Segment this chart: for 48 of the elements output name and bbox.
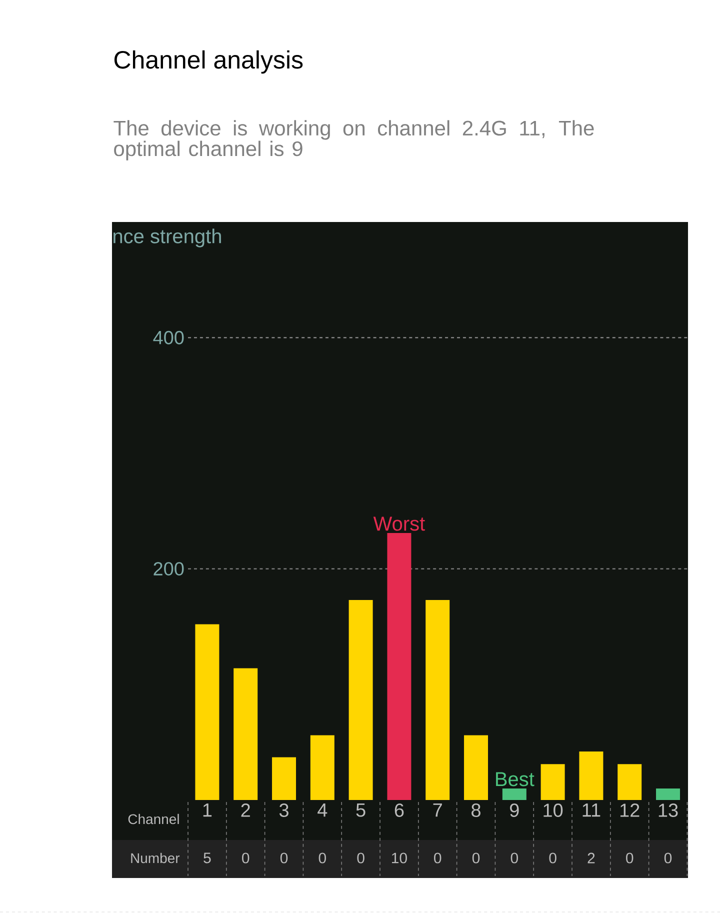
x-tick-label: 12 (620, 804, 640, 817)
y-tick-label: 200 (154, 562, 184, 576)
annotation: Worst (373, 516, 425, 531)
bar (195, 624, 220, 800)
y-axis-title: nce strength (114, 228, 221, 248)
bar (618, 764, 642, 800)
x-tick-label: 6 (394, 804, 404, 817)
text: 5 (204, 852, 211, 864)
text: 0 (280, 852, 288, 864)
text: 0 (242, 852, 250, 864)
text: 0 (664, 852, 672, 864)
text: 0 (357, 852, 364, 864)
bar (310, 735, 334, 800)
text: 0 (434, 852, 442, 864)
bar (387, 532, 412, 800)
x-tick-label: 3 (279, 804, 288, 817)
bar (234, 668, 258, 800)
chart-subtitle: The device is working on channel 2.4G 11, The optimal channel is 9 (114, 120, 594, 160)
x-tick-label: 8 (472, 804, 480, 817)
text: 10 (392, 852, 407, 864)
annotation: Best (496, 772, 534, 786)
x-tick-label: 4 (318, 804, 328, 817)
bar (272, 757, 296, 800)
bar (426, 600, 450, 800)
text: 0 (549, 852, 556, 864)
bar (579, 751, 604, 800)
text: 0 (318, 852, 326, 864)
bar (464, 735, 488, 800)
x-tick-label: 10 (544, 804, 563, 817)
x-tick-label: 13 (658, 804, 678, 817)
text: 0 (626, 852, 634, 864)
bar (656, 788, 680, 800)
text: 2 (588, 852, 595, 864)
bar (540, 764, 565, 800)
bar (502, 788, 526, 800)
x-tick-label: 5 (356, 804, 366, 817)
x-tick-label: 1 (203, 804, 212, 817)
x-tick-label: 2 (241, 804, 250, 817)
text: 0 (510, 852, 518, 864)
x-tick-label: 11 (582, 804, 600, 817)
text: Number (131, 852, 180, 864)
y-tick-label: 400 (153, 330, 184, 344)
chart-title: Channel analysis (114, 50, 303, 74)
x-axis-title: Channel (128, 814, 179, 824)
x-tick-label: 9 (510, 804, 519, 817)
bar (348, 600, 373, 800)
x-tick-label: 7 (433, 804, 442, 817)
text: 0 (472, 852, 480, 864)
